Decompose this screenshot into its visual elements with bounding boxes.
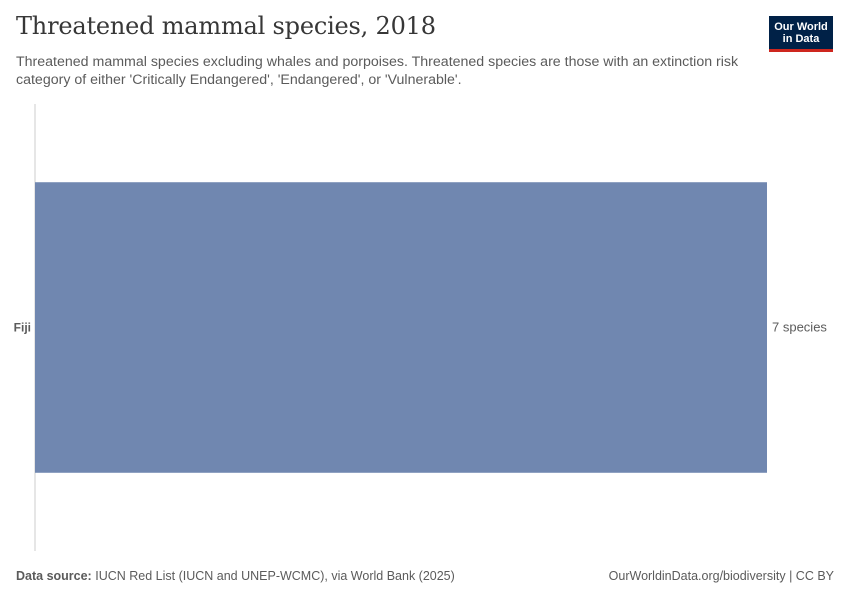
logo-line-2: in Data xyxy=(782,33,820,45)
chart-title: Threatened mammal species, 2018 xyxy=(16,12,436,40)
data-source: Data source: IUCN Red List (IUCN and UNE… xyxy=(16,569,455,583)
category-label: Fiji xyxy=(14,321,31,335)
data-source-label: Data source: xyxy=(16,569,92,583)
data-source-text: IUCN Red List (IUCN and UNEP-WCMC), via … xyxy=(95,569,455,583)
footer: Data source: IUCN Red List (IUCN and UNE… xyxy=(16,569,834,583)
license-link[interactable]: CC BY xyxy=(795,569,834,583)
owid-logo[interactable]: Our World in Data xyxy=(769,16,833,52)
bar-fiji[interactable] xyxy=(35,182,767,473)
logo-line-1: Our World xyxy=(774,21,828,33)
site-link[interactable]: OurWorldinData.org/biodiversity xyxy=(608,569,786,583)
bars-group: Fiji 7 species xyxy=(14,182,827,473)
value-label: 7 species xyxy=(772,320,827,335)
footer-separator: | xyxy=(785,569,796,583)
footer-right: OurWorldinData.org/biodiversity | CC BY xyxy=(609,569,834,583)
chart-subtitle: Threatened mammal species excluding whal… xyxy=(16,54,739,88)
